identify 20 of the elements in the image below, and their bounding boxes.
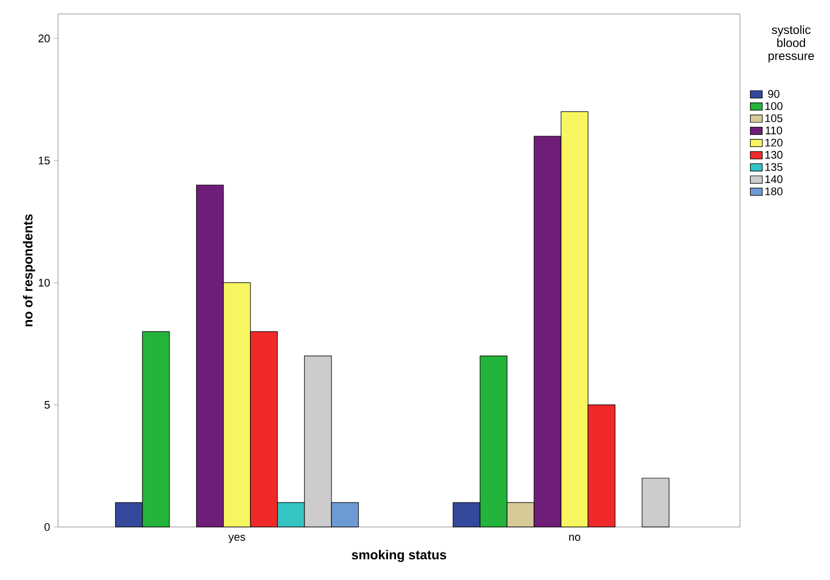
y-tick-label: 10	[38, 278, 50, 287]
legend-label: 120	[765, 138, 782, 147]
legend-label: 140	[765, 175, 782, 184]
bar	[642, 478, 670, 528]
legend-label: 110	[766, 126, 782, 134]
legend-label: 180	[765, 187, 782, 196]
y-tick-label: 20	[38, 34, 50, 42]
legend-label: 100	[765, 102, 782, 110]
x-tick-label: yes	[228, 534, 246, 543]
legend-title: systolic blood pressure	[768, 25, 814, 62]
y-tick-label: 0	[44, 523, 50, 531]
legend-label: 105	[765, 114, 782, 122]
legend-label: 130	[765, 150, 782, 159]
x-axis-title: smoking status	[352, 550, 446, 562]
legend-label: 90	[768, 90, 780, 98]
y-tick-label: 5	[44, 401, 50, 409]
y-tick-label: 15	[38, 156, 50, 164]
legend-label: 135	[765, 163, 782, 171]
x-tick-label: no	[569, 534, 580, 541]
y-axis-title: no of respondents	[22, 214, 36, 326]
